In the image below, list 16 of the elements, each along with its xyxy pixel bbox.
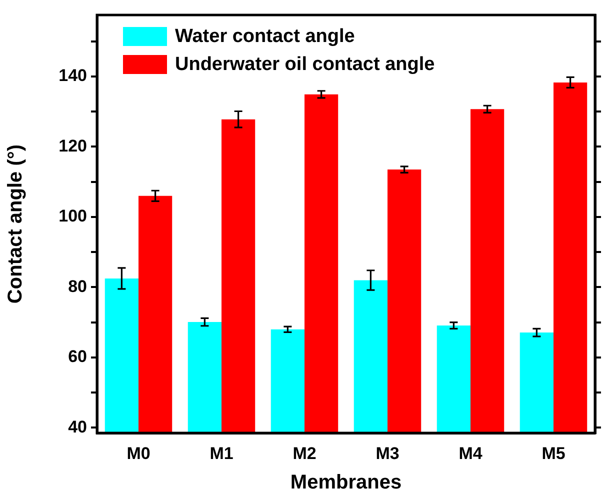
y-tick-label: 40	[68, 417, 87, 436]
x-tick-label: M1	[210, 444, 234, 463]
y-tick-label: 140	[58, 66, 87, 86]
x-tick-label: M0	[126, 444, 150, 463]
x-tick-label: M2	[292, 444, 316, 463]
y-tick-label: 120	[58, 136, 87, 156]
x-axis-title: Membranes	[290, 472, 402, 494]
y-tick-label: 100	[58, 206, 87, 226]
x-tick-label: M4	[458, 444, 483, 463]
y-tick-label: 80	[68, 276, 87, 296]
x-tick-label: M3	[376, 444, 400, 463]
legend-label: Water contact angle	[175, 26, 355, 48]
y-tick-label: 60	[68, 347, 87, 366]
y-axis-title: Contact angle (°)	[4, 144, 27, 304]
legend-label: Underwater oil contact angle	[175, 54, 435, 76]
x-tick-label: M5	[542, 444, 566, 463]
